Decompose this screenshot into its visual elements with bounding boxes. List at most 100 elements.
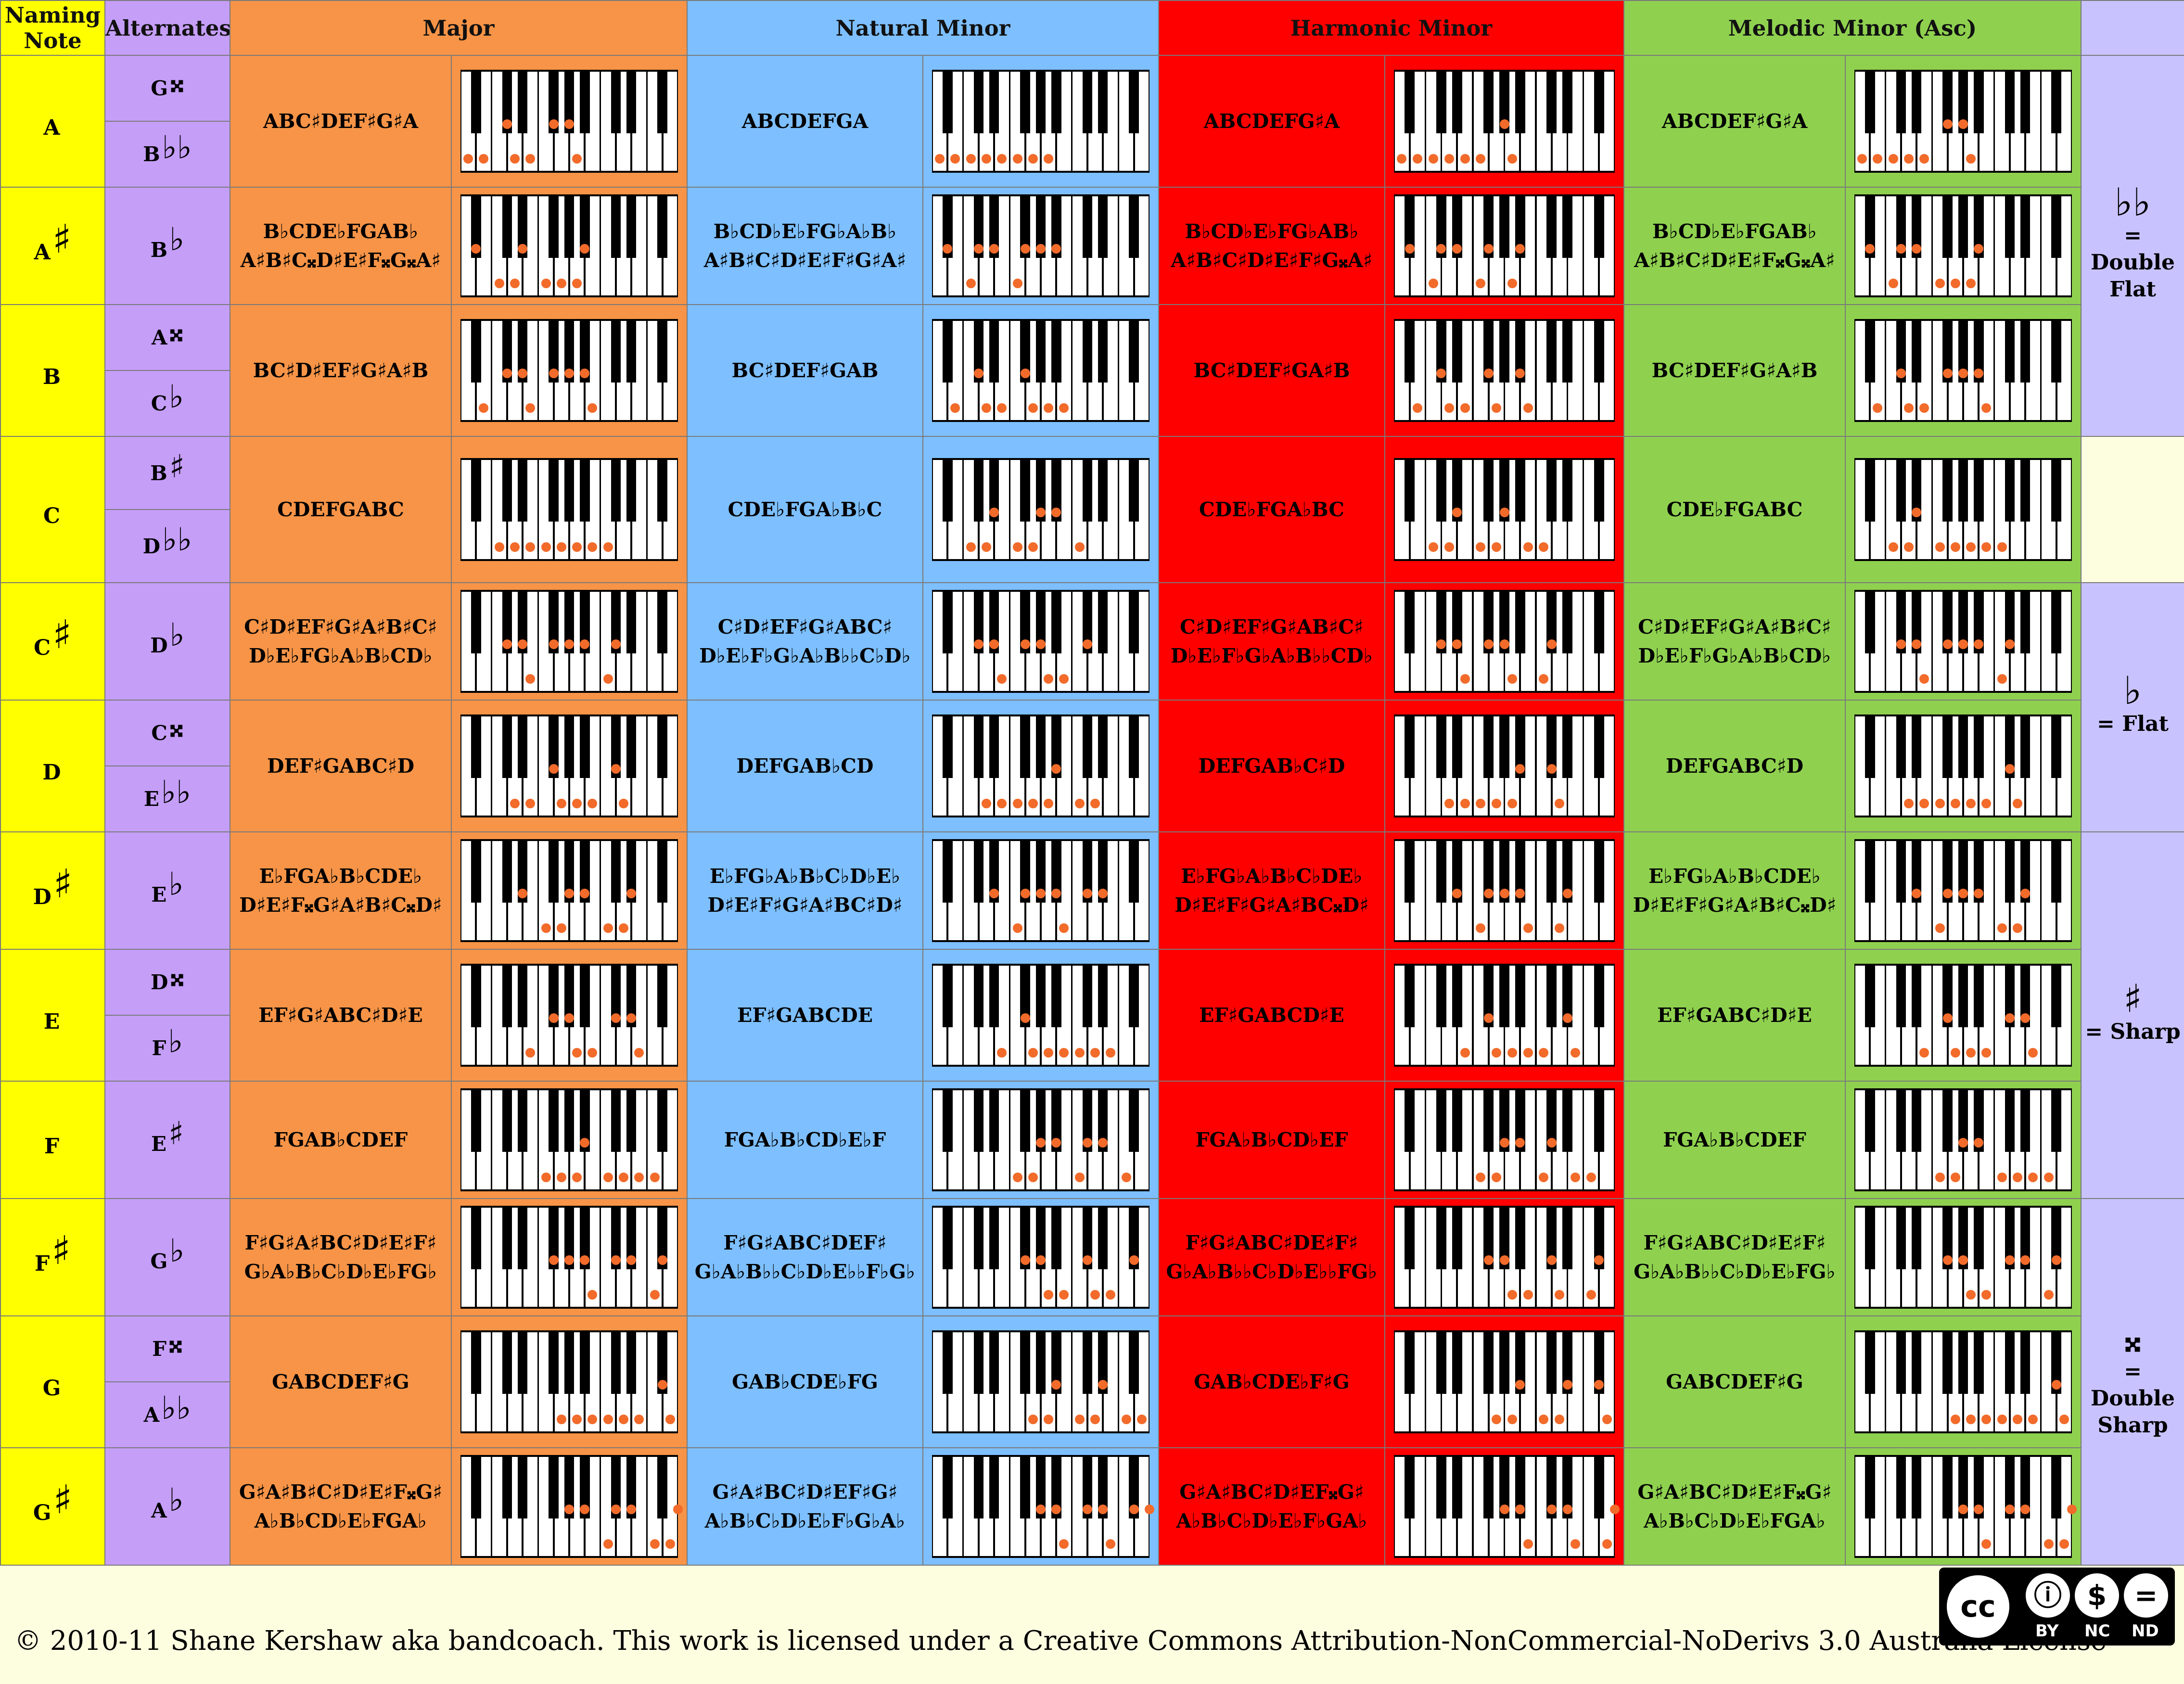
piano-keyboard	[932, 964, 1150, 1067]
naming-note: C♯	[0, 582, 105, 701]
black-key	[502, 321, 512, 383]
black-key	[942, 1208, 953, 1270]
scale-note-marker	[1098, 1137, 1108, 1148]
scale-note-marker	[1888, 542, 1898, 552]
black-key	[1483, 460, 1494, 522]
black-key	[579, 321, 590, 383]
scale-note-marker	[1507, 799, 1517, 809]
scale-note-marker	[1555, 1290, 1565, 1300]
scale-note-marker	[1966, 279, 1976, 289]
black-key	[626, 592, 637, 654]
piano-keyboard	[1854, 1330, 2072, 1433]
black-key	[502, 966, 512, 1028]
melodic-scale-spelling: F♯G♯ABC♯D♯E♯F♯ G♭A♭B♭♭C♭D♭E♭FG♭	[1623, 1198, 1846, 1316]
melodic-keyboard-cell	[1845, 436, 2082, 583]
scale-note-marker	[1904, 403, 1914, 413]
black-key	[611, 966, 621, 1028]
black-key	[471, 460, 481, 522]
black-key	[1082, 1457, 1093, 1519]
scale-notes-line: BC♯DEF♯GA♯B	[1193, 359, 1350, 382]
scale-note-marker	[1036, 639, 1046, 649]
black-key	[1546, 716, 1557, 778]
piano-keyboard	[460, 70, 678, 173]
scale-note-marker	[1492, 799, 1502, 809]
scale-note-marker	[541, 923, 551, 933]
natural-scale-spelling: DEFGAB♭CD	[687, 700, 924, 832]
black-key	[1499, 966, 1509, 1028]
harmonic-scale-spelling: EF♯GABCD♯E	[1158, 949, 1386, 1082]
black-key	[1973, 716, 1984, 778]
black-key	[973, 1208, 984, 1270]
scale-note-marker	[989, 888, 999, 898]
black-key	[1020, 592, 1031, 654]
scale-note-marker	[1460, 403, 1470, 413]
scale-note-marker	[556, 923, 566, 933]
scale-notes-line: D♯E♯F♯G♯A♯BC♯D♯	[707, 893, 903, 917]
legend-symbol: 𝄪	[2124, 1315, 2142, 1361]
black-key	[657, 72, 668, 134]
scale-note-marker	[556, 1415, 566, 1425]
scale-note-marker	[1912, 243, 1922, 254]
scale-note-marker	[525, 674, 536, 684]
scale-note-marker	[2005, 1255, 2015, 1265]
scale-note-marker	[518, 639, 528, 649]
scale-notes-line: G♯A♯B♯C♯D♯E♯F𝄪G♯	[239, 1480, 443, 1504]
black-key	[1546, 841, 1557, 903]
scale-note-marker	[1020, 888, 1030, 898]
natural-keyboard-cell	[922, 304, 1160, 437]
scale-note-marker	[564, 639, 574, 649]
harmonic-scale-spelling: CDE♭FGA♭BC	[1158, 436, 1386, 583]
black-key	[973, 592, 984, 654]
black-key	[657, 592, 668, 654]
alt-letter: D	[150, 633, 168, 657]
black-key	[1499, 592, 1509, 654]
black-key	[502, 1332, 512, 1394]
black-key	[1973, 1332, 1984, 1394]
scale-note-marker	[966, 154, 976, 164]
alt-letter: C	[151, 392, 167, 415]
note-letter: D	[42, 760, 61, 785]
scale-note-marker	[2013, 923, 2023, 933]
black-key	[1865, 1457, 1875, 1519]
scale-notes-line: EF♯GABC♯D♯E	[1657, 1004, 1812, 1027]
black-key	[989, 716, 999, 778]
scale-note-marker	[1515, 1379, 1525, 1390]
black-key	[471, 72, 481, 134]
scale-note-marker	[2020, 888, 2031, 898]
black-key	[989, 196, 999, 258]
scale-note-marker	[518, 243, 528, 254]
black-key	[1594, 716, 1604, 778]
black-key	[1452, 196, 1462, 258]
black-key	[2005, 1208, 2015, 1270]
scale-note-marker	[1586, 1173, 1596, 1183]
scale-note-marker	[1012, 154, 1022, 164]
alternates-cell: C 𝄪 E ♭♭	[104, 700, 230, 832]
scale-note-marker	[1121, 1173, 1131, 1183]
scale-note-marker	[1074, 799, 1085, 809]
harmonic-scale-spelling: G♯A♯BC♯D♯EF𝄪G♯ A♭B♭C♭D♭E♭F♭GA♭	[1158, 1447, 1386, 1566]
scale-note-marker	[1950, 799, 1960, 809]
black-key	[502, 592, 512, 654]
black-key	[1942, 196, 1953, 258]
alt-accidental: ♭	[168, 865, 184, 903]
scale-notes-line: FGA♭B♭CD♭EF	[1195, 1128, 1348, 1151]
scale-note-marker	[1950, 1415, 1960, 1425]
note-letter: A	[43, 115, 60, 140]
black-key	[973, 841, 984, 903]
black-key	[2051, 321, 2062, 383]
piano-keyboard	[1394, 1455, 1620, 1558]
scale-note-marker	[494, 542, 504, 552]
piano-keyboard	[1394, 839, 1615, 942]
harmonic-scale-spelling: GAB♭CDE♭F♯G	[1158, 1315, 1386, 1448]
scale-note-marker	[619, 923, 628, 933]
scale-note-marker	[1539, 542, 1549, 552]
attribution-icon: ⓘ	[2026, 1573, 2070, 1618]
scale-row: E D 𝄪 F ♭ EF♯G♯ABC♯D♯E EF♯GABCDE EF♯GABCD♯E EF♯G…	[0, 949, 2184, 1082]
scale-row: F E♯ FGAB♭CDEF FGA♭B♭CD♭E♭F FGA♭B♭CD♭EF FGA♭B…	[0, 1081, 2184, 1199]
piano-keyboard	[932, 839, 1150, 942]
black-key	[1896, 716, 1906, 778]
header-naming-note: Naming Note	[0, 0, 105, 56]
melodic-scale-spelling: BC♯DEF♯G♯A♯B	[1623, 304, 1846, 437]
creative-commons-badge[interactable]: cc ⓘ $ = BY NC ND	[1939, 1568, 2175, 1646]
scale-note-marker	[1997, 674, 2007, 684]
